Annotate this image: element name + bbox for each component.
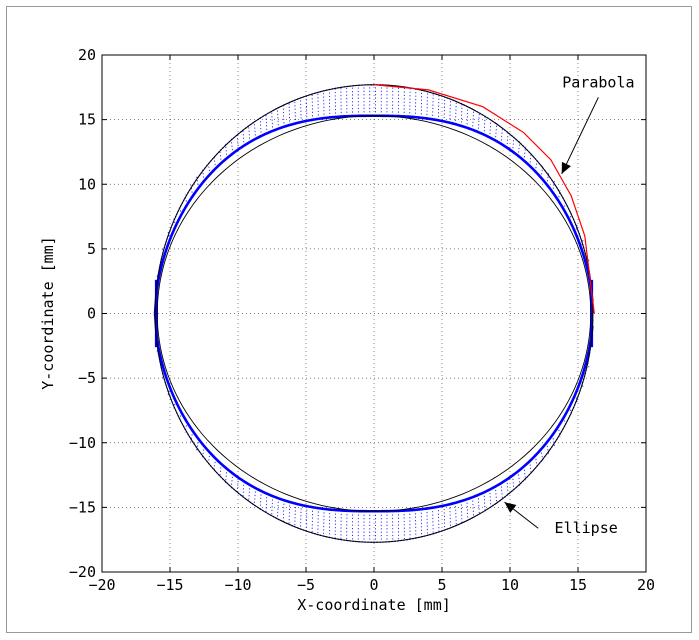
x-tick-label: −15 <box>156 576 183 594</box>
blue-hatch-line <box>305 506 308 532</box>
blue-hatch-line <box>443 96 446 122</box>
blue-hatch-line <box>455 101 457 125</box>
x-tick-label: 15 <box>569 576 587 594</box>
blue-hatch-line <box>236 133 239 150</box>
blue-hatch-line <box>500 483 503 500</box>
blue-hatch-line <box>167 230 171 240</box>
blue-hatch-line <box>288 102 291 125</box>
blue-hatch-line <box>300 97 302 123</box>
blue-hatch-line <box>219 463 222 478</box>
y-axis-label: Y-coordinate [mm] <box>39 236 57 390</box>
blue-hatch-line <box>466 106 469 128</box>
blue-hatch-line <box>466 499 469 521</box>
blue-hatch-line <box>506 131 509 148</box>
annotations: Parabola Ellipse <box>504 73 635 537</box>
blue-hatch-line <box>437 94 440 121</box>
blue-hatch-line <box>495 123 498 141</box>
blue-hatch-line <box>495 486 498 504</box>
ticks: −20 −15 −10 −5 0 5 10 15 20 −20 −15 −10 −5 0 5 10 15 20 <box>69 46 655 594</box>
y-tick-label: 10 <box>78 175 96 193</box>
blue-hatch-line <box>432 93 434 120</box>
blue-hatch-line <box>282 500 285 523</box>
x-tick-label: −20 <box>88 576 115 594</box>
y-tick-label: 15 <box>78 111 96 129</box>
blue-hatch-line <box>277 107 279 129</box>
black-inner-line <box>156 115 592 512</box>
blue-hatch-line <box>277 498 279 520</box>
blue-hatch-line <box>230 138 234 154</box>
blue-hatch-line <box>443 505 446 531</box>
blue-hatch-line <box>512 136 515 152</box>
blue-hatch-line <box>282 104 285 127</box>
blue-hatch-line <box>460 501 463 524</box>
annotation-label: Parabola <box>562 73 634 91</box>
blue-hatch-line <box>575 223 578 234</box>
blue-hatch-line <box>236 477 239 494</box>
blue-hatch-line <box>437 506 440 533</box>
blue-hatch-line <box>305 95 308 121</box>
blue-hatch-line <box>449 98 451 123</box>
annotation-label: Ellipse <box>555 519 618 537</box>
blue-hatch-line <box>230 473 234 489</box>
blue-hatch-line <box>225 468 228 484</box>
blue-hatch-line <box>472 109 474 130</box>
annotation-arrowhead <box>504 502 517 513</box>
blue-hatch-line <box>426 91 428 119</box>
blue-hatch-line <box>248 484 251 502</box>
blue-hatch-line <box>317 508 319 535</box>
blue-hatch-line <box>432 507 434 534</box>
y-tick-label: −15 <box>69 498 96 516</box>
blue-hatch-line <box>219 149 222 164</box>
blue-hatch-line <box>506 479 509 496</box>
blue-hatch-line <box>225 143 228 159</box>
x-tick-label: −5 <box>297 576 315 594</box>
blue-hatch-line <box>311 507 314 534</box>
blue-hatch-line <box>472 497 474 518</box>
blue-hatch-line <box>512 475 515 491</box>
blue-hatch-line <box>449 504 451 529</box>
blue-hatch-line <box>167 387 171 397</box>
annotation-arrow <box>561 97 599 175</box>
blue-hatch-line <box>460 103 463 126</box>
x-tick-label: 10 <box>501 576 519 594</box>
blue-hatch-line <box>300 504 302 530</box>
blue-hatch-line <box>288 502 291 525</box>
blue-hatch-line <box>575 393 578 404</box>
blue-hatch-line <box>517 141 521 156</box>
blue-hatch-line <box>523 146 526 161</box>
x-tick-label: 0 <box>369 576 378 594</box>
red-parabola-line <box>373 84 595 314</box>
y-tick-label: 20 <box>78 46 96 64</box>
x-axis-label: X-coordinate [mm] <box>297 596 451 614</box>
x-tick-label: 5 <box>437 576 446 594</box>
y-tick-label: −10 <box>69 434 96 452</box>
blue-hatch-line <box>455 502 457 526</box>
figure-frame: −20 −15 −10 −5 0 5 10 15 20 −20 −15 −10 −5 0 5 10 15 20 P… <box>6 6 692 633</box>
annotation-arrowhead <box>561 161 571 174</box>
y-tick-label: 5 <box>87 240 96 258</box>
blue-hatch-line <box>311 93 314 120</box>
black-ellipse-line <box>154 84 594 543</box>
y-tick-label: 0 <box>87 305 96 323</box>
blue-hatch-line <box>426 508 428 536</box>
blue-hatch-line <box>294 503 296 528</box>
blue-hatch-line <box>500 127 503 144</box>
plot-svg: −20 −15 −10 −5 0 5 10 15 20 −20 −15 −10 −5 0 5 10 15 20 P… <box>39 46 655 614</box>
data-layer <box>153 84 595 543</box>
blue-hatch-line <box>294 99 296 124</box>
blue-hatch-line <box>317 92 319 119</box>
blue-hatch-line <box>523 466 526 481</box>
y-tick-label: −5 <box>78 369 96 387</box>
blue-hatch-line <box>517 471 521 486</box>
x-tick-label: −10 <box>224 576 251 594</box>
x-tick-label: 20 <box>637 576 655 594</box>
y-tick-label: −20 <box>69 563 96 581</box>
blue-hatch-line <box>248 125 251 143</box>
grid <box>102 55 646 572</box>
